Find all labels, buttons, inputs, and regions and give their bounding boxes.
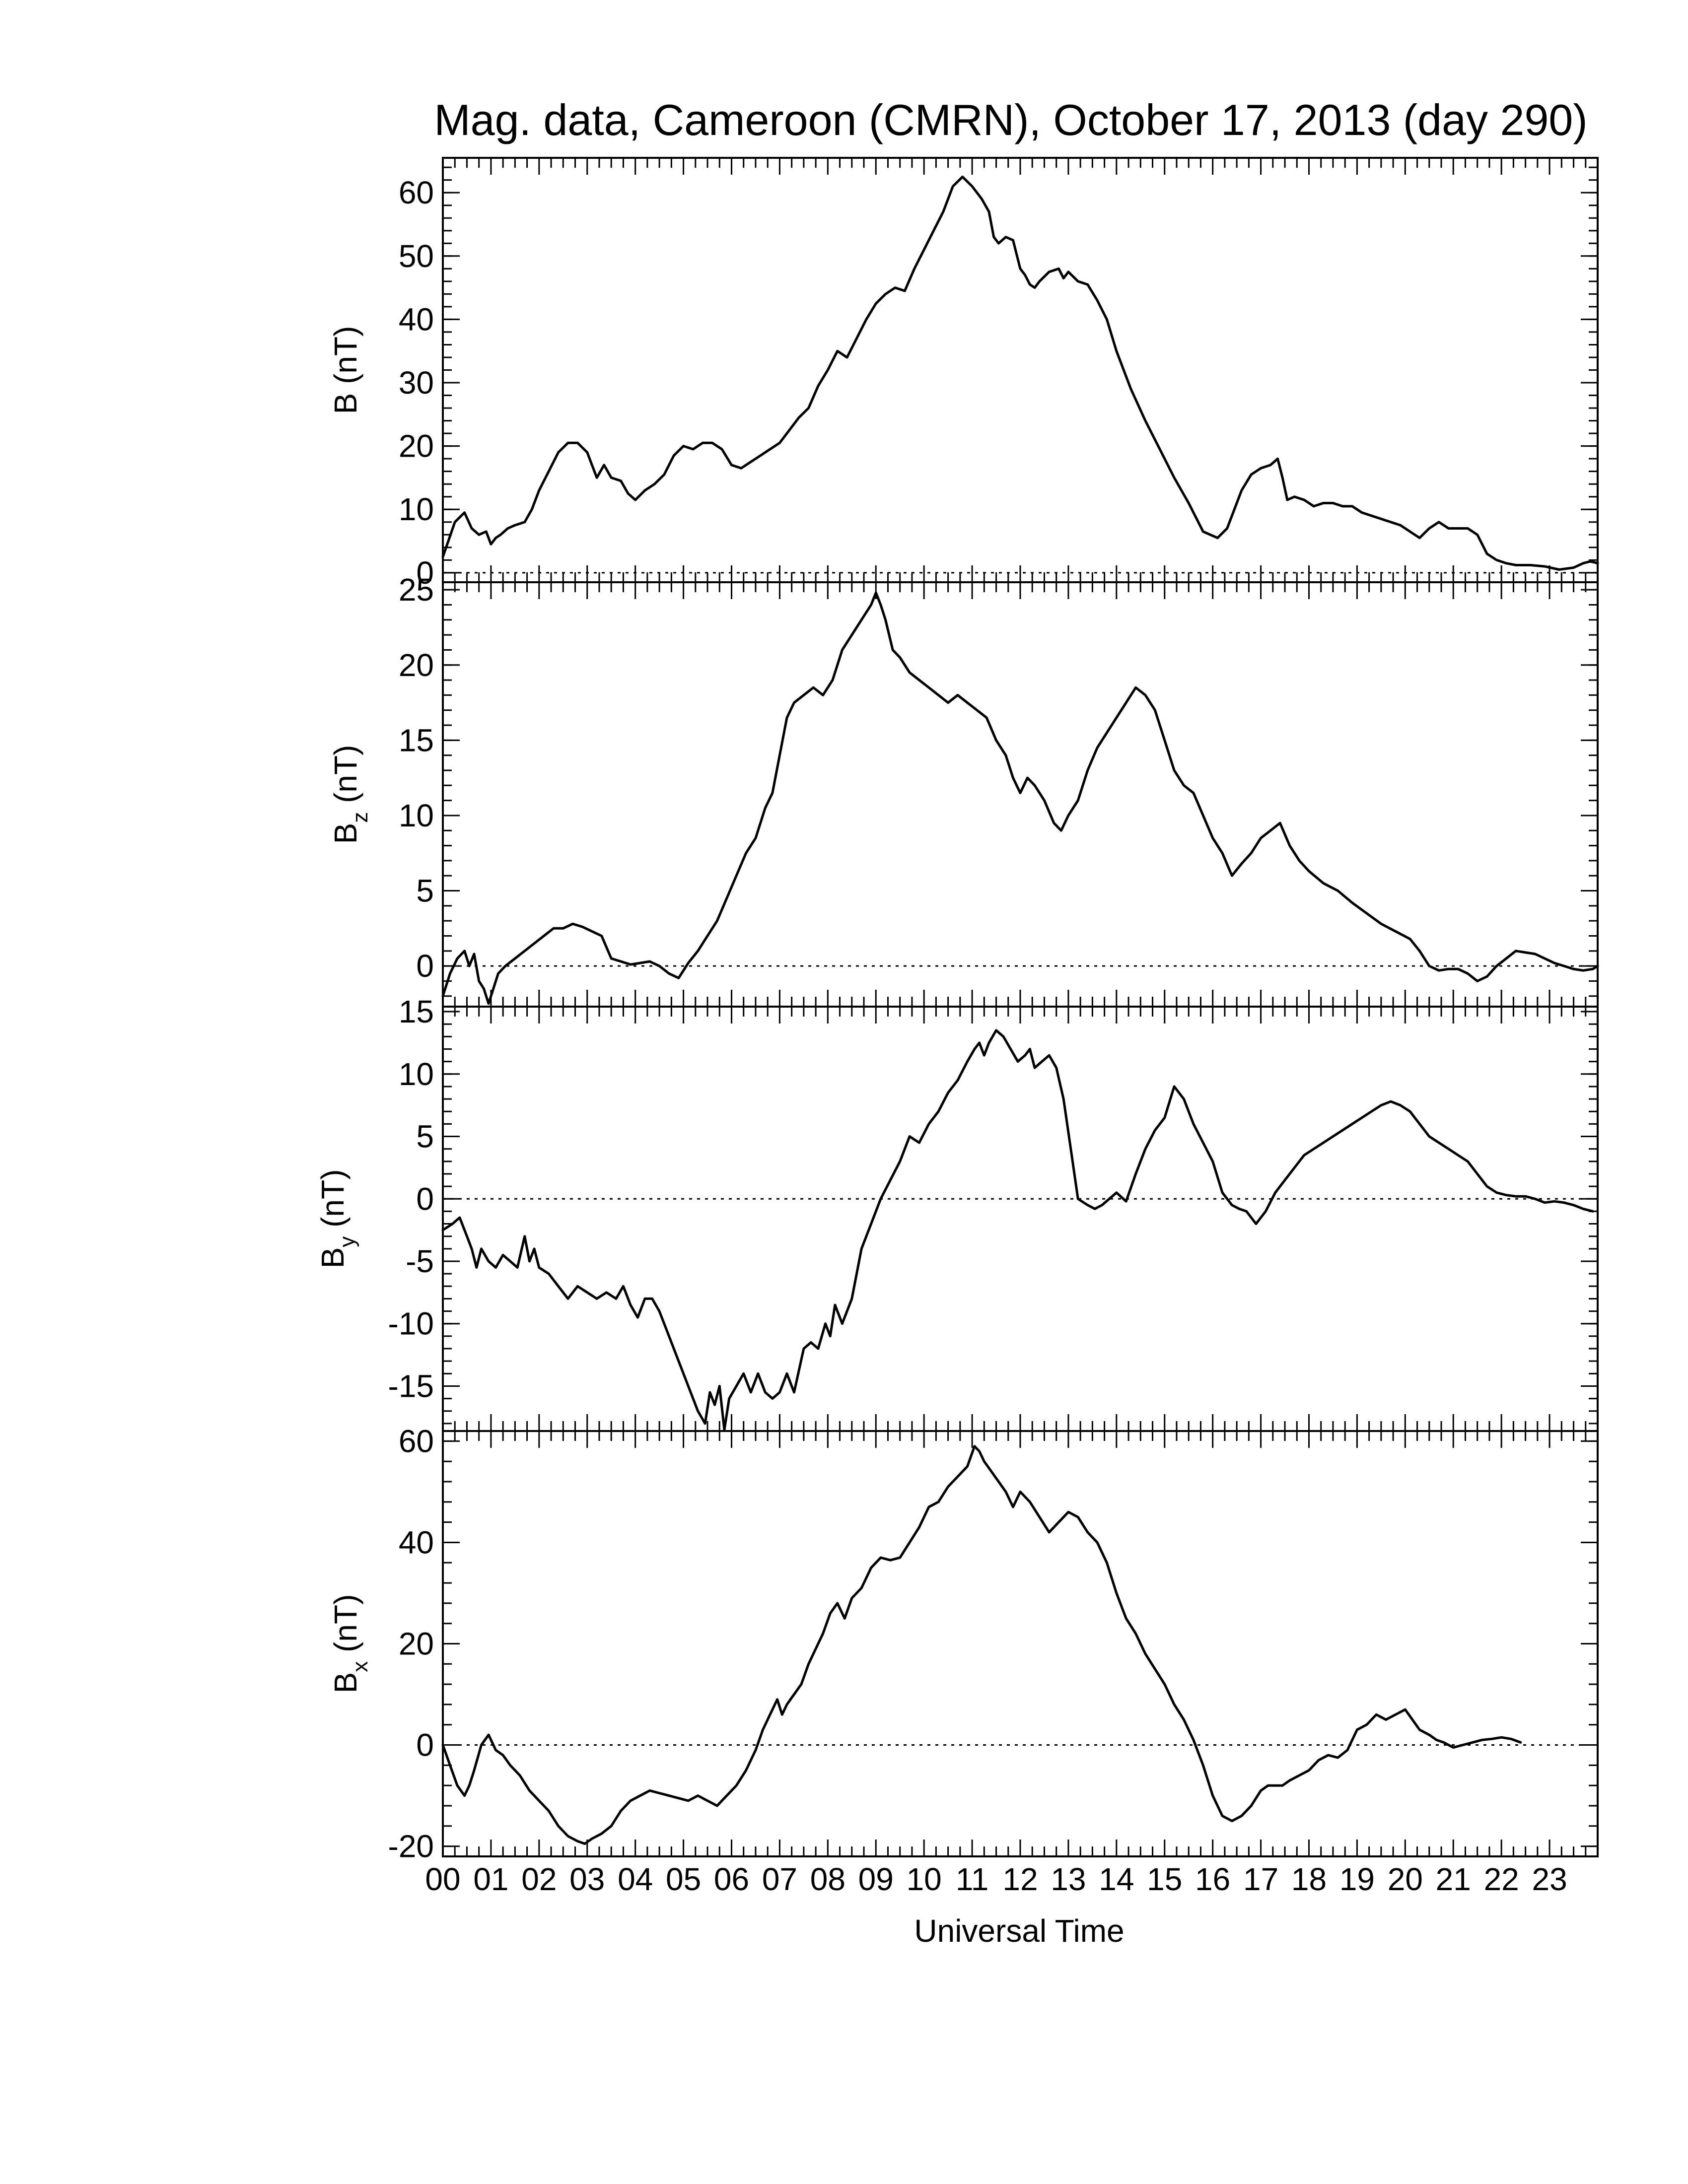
y-tick-label: -20 bbox=[388, 1829, 434, 1864]
x-tick-label: 04 bbox=[618, 1861, 653, 1897]
panel-Bz: 0 5 10 15 20 25 Bz (nT) bbox=[328, 572, 1599, 1008]
x-tick-label: 07 bbox=[762, 1861, 797, 1897]
x-tick-label: 18 bbox=[1291, 1861, 1327, 1897]
y-tick-label: 60 bbox=[399, 175, 434, 210]
series-line-Bz bbox=[441, 591, 1599, 1005]
y-tick-label: 5 bbox=[416, 873, 434, 909]
panel-By: -15 -10 -5 0 5 10 15 By (nT) bbox=[315, 994, 1599, 1432]
x-tick-label: 12 bbox=[1002, 1861, 1038, 1897]
x-tick-label: 05 bbox=[666, 1861, 701, 1897]
y-tick-label: 0 bbox=[416, 1727, 434, 1763]
y-axis-label: By (nT) bbox=[315, 1169, 359, 1269]
y-tick-label: 60 bbox=[399, 1423, 434, 1459]
panel-frame bbox=[442, 157, 1599, 583]
panel-frame bbox=[442, 1006, 1599, 1432]
x-tick-label: 15 bbox=[1147, 1861, 1182, 1897]
x-tick-label: 19 bbox=[1339, 1861, 1375, 1897]
series-line-Bx bbox=[441, 1445, 1522, 1845]
x-tick-label: 09 bbox=[858, 1861, 894, 1897]
panel-B: 0 10 20 30 40 50 60 B (nT) bbox=[328, 157, 1599, 591]
y-tick-label: 10 bbox=[399, 491, 434, 527]
y-axis-label: B (nT) bbox=[328, 326, 363, 414]
panel-Bx: -20 0 20 40 60 Bx (nT) bbox=[328, 1423, 1599, 1864]
x-tick-label: 02 bbox=[521, 1861, 557, 1897]
x-tick-labels: 00 01 02 03 04 05 06 07 08 09 10 11 12 13 14 15 16 17 18 19… bbox=[425, 1861, 1567, 1897]
series-line-B bbox=[441, 175, 1599, 571]
y-tick-label: -15 bbox=[388, 1368, 434, 1404]
y-tick-label: 40 bbox=[399, 301, 434, 337]
x-tick-label: 01 bbox=[473, 1861, 508, 1897]
y-tick-label: 15 bbox=[399, 722, 434, 758]
y-tick-label: 10 bbox=[399, 1056, 434, 1092]
x-tick-label: 17 bbox=[1243, 1861, 1278, 1897]
y-tick-label: 20 bbox=[399, 428, 434, 464]
x-tick-label: 14 bbox=[1099, 1861, 1134, 1897]
y-axis-label: Bz (nT) bbox=[328, 745, 372, 844]
y-tick-label: 50 bbox=[399, 238, 434, 274]
panel-frame bbox=[442, 1430, 1599, 1857]
chart-title: Mag. data, Cameroon (CMRN), October 17, … bbox=[434, 95, 1587, 144]
panel-frame bbox=[442, 581, 1599, 1008]
x-tick-label: 22 bbox=[1484, 1861, 1519, 1897]
x-tick-label: 00 bbox=[425, 1861, 460, 1897]
y-tick-label: 25 bbox=[399, 572, 434, 608]
y-tick-label: -5 bbox=[406, 1243, 434, 1279]
x-tick-label: 16 bbox=[1195, 1861, 1230, 1897]
y-tick-label: 10 bbox=[399, 798, 434, 833]
y-axis-label: Bx (nT) bbox=[328, 1594, 372, 1694]
x-axis-label: Universal Time bbox=[914, 1913, 1124, 1949]
y-tick-label: 30 bbox=[399, 365, 434, 401]
y-tick-label: -10 bbox=[388, 1306, 434, 1342]
y-tick-label: 0 bbox=[416, 555, 434, 591]
x-tick-label: 03 bbox=[569, 1861, 605, 1897]
x-tick-label: 23 bbox=[1532, 1861, 1567, 1897]
y-tick-label: 5 bbox=[416, 1119, 434, 1155]
y-tick-label: 15 bbox=[399, 994, 434, 1029]
x-tick-label: 08 bbox=[810, 1861, 845, 1897]
y-tick-label: 20 bbox=[399, 1626, 434, 1662]
x-tick-label: 11 bbox=[956, 1861, 988, 1897]
y-tick-label: 40 bbox=[399, 1524, 434, 1560]
x-tick-label: 06 bbox=[714, 1861, 749, 1897]
y-tick-label: 20 bbox=[399, 647, 434, 683]
series-line-By bbox=[441, 1029, 1594, 1431]
y-tick-label: 0 bbox=[416, 948, 434, 984]
x-tick-label: 13 bbox=[1051, 1861, 1086, 1897]
x-tick-label: 21 bbox=[1436, 1861, 1471, 1897]
y-tick-label: 0 bbox=[416, 1181, 434, 1217]
x-tick-label: 10 bbox=[907, 1861, 942, 1897]
x-tick-label: 20 bbox=[1388, 1861, 1423, 1897]
